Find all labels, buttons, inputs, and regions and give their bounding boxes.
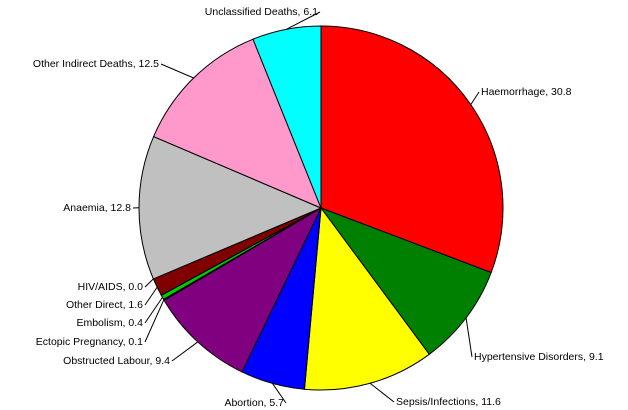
slice-label: Sepsis/Infections, 11.6 <box>396 396 501 408</box>
pie-slice <box>152 38 322 209</box>
leader-line <box>465 317 473 358</box>
leader-line <box>286 11 321 30</box>
slice-label: Abortion, 5.7 <box>224 397 284 409</box>
slice-label: Haemorrhage, 30.8 <box>481 86 572 98</box>
leader-line <box>144 297 163 324</box>
slice-label: Embolism, 0.4 <box>76 317 143 329</box>
leader-line <box>470 91 480 105</box>
leader-line <box>160 63 194 79</box>
leader-line <box>144 278 154 288</box>
leader-line <box>171 341 199 362</box>
slice-label: Other Indirect Deaths, 12.5 <box>33 58 159 70</box>
leader-line <box>144 286 158 306</box>
pie-slice <box>319 206 492 355</box>
leader-line <box>272 383 287 404</box>
leader-line <box>144 299 165 343</box>
slice-label: Hypertensive Disorders, 9.1 <box>474 351 604 363</box>
slice-label: Obstructed Labour, 9.4 <box>63 355 170 367</box>
slice-label: Unclassified Deaths, 6.1 <box>205 6 318 18</box>
pie-slice <box>138 135 323 280</box>
leader-line <box>369 382 395 403</box>
slice-label: HIV/AIDS, 0.0 <box>78 281 144 293</box>
slice-label: Anaemia, 12.8 <box>63 202 131 214</box>
slice-label: Ectopic Pregnancy, 0.1 <box>36 336 143 348</box>
pie-slice <box>252 25 322 209</box>
slice-label: Other Direct, 1.6 <box>66 299 143 311</box>
